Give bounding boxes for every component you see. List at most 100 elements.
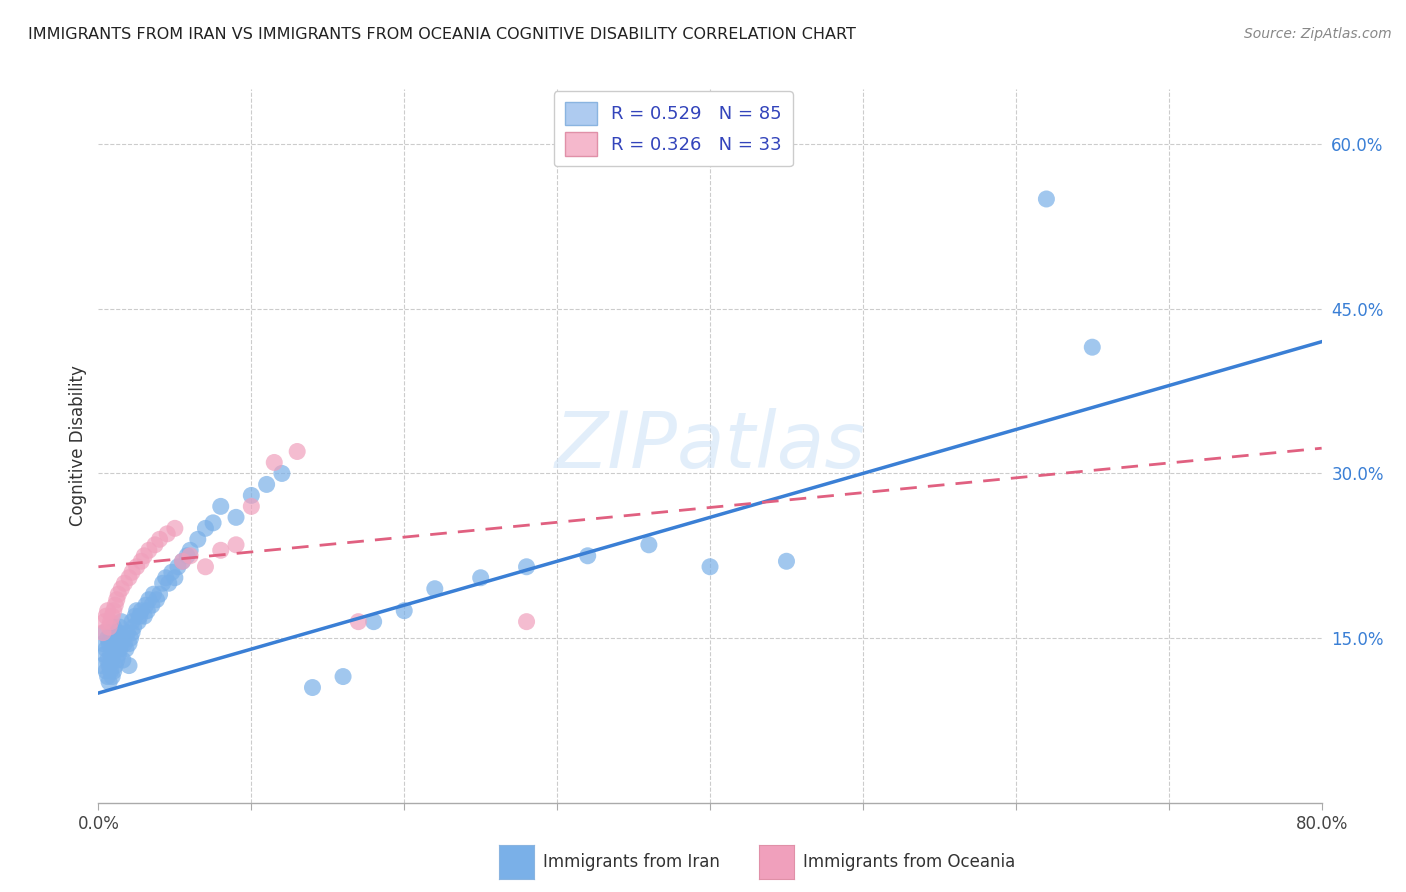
Point: [187, 533, 209, 547]
Point: [124, 609, 146, 624]
Point: [94, 642, 117, 657]
Text: Immigrants from Iran: Immigrants from Iran: [543, 853, 720, 871]
Point: [103, 604, 125, 618]
Point: [138, 592, 160, 607]
Point: [104, 637, 127, 651]
Point: [209, 500, 232, 514]
Point: [225, 538, 247, 552]
Point: [103, 664, 125, 678]
Point: [576, 549, 599, 563]
Point: [127, 615, 149, 629]
Point: [134, 549, 156, 563]
Point: [105, 653, 128, 667]
Point: [240, 488, 263, 502]
Point: [149, 533, 172, 547]
Point: [97, 631, 120, 645]
Point: [111, 631, 134, 645]
Point: [101, 631, 124, 645]
Point: [179, 549, 201, 563]
Point: [105, 631, 128, 645]
Point: [156, 526, 179, 541]
Point: [98, 675, 121, 690]
Point: [91, 637, 114, 651]
Point: [104, 658, 127, 673]
Point: [152, 576, 174, 591]
Point: [110, 615, 132, 629]
Point: [112, 576, 135, 591]
Text: IMMIGRANTS FROM IRAN VS IMMIGRANTS FROM OCEANIA COGNITIVE DISABILITY CORRELATION: IMMIGRANTS FROM IRAN VS IMMIGRANTS FROM …: [28, 27, 856, 42]
Legend: R = 0.529   N = 85, R = 0.326   N = 33: R = 0.529 N = 85, R = 0.326 N = 33: [554, 91, 793, 167]
Point: [101, 609, 124, 624]
Point: [100, 615, 122, 629]
Point: [637, 538, 661, 552]
Point: [125, 604, 148, 618]
Point: [91, 625, 114, 640]
Point: [110, 637, 132, 651]
Point: [163, 521, 186, 535]
Point: [97, 653, 120, 667]
Y-axis label: Cognitive Disability: Cognitive Disability: [69, 366, 87, 526]
Point: [101, 669, 124, 683]
Point: [98, 620, 121, 634]
Point: [97, 669, 120, 683]
Point: [94, 609, 117, 624]
Point: [108, 620, 131, 634]
Point: [110, 582, 132, 596]
Point: [270, 467, 292, 481]
Point: [363, 615, 385, 629]
Point: [112, 637, 135, 651]
Point: [125, 559, 148, 574]
Point: [108, 642, 131, 657]
Point: [100, 625, 122, 640]
Point: [332, 669, 354, 683]
Point: [103, 620, 125, 634]
Point: [120, 631, 142, 645]
Text: Immigrants from Oceania: Immigrants from Oceania: [803, 853, 1015, 871]
Point: [121, 566, 143, 580]
Point: [209, 543, 232, 558]
Point: [128, 609, 150, 624]
Point: [118, 637, 141, 651]
Point: [107, 625, 129, 640]
Point: [107, 648, 129, 662]
Point: [111, 653, 134, 667]
Point: [194, 559, 217, 574]
Point: [163, 571, 186, 585]
Point: [117, 625, 139, 640]
Point: [94, 664, 117, 678]
Point: [105, 592, 128, 607]
Point: [179, 543, 201, 558]
Point: [516, 559, 538, 574]
Point: [392, 604, 416, 618]
Point: [347, 615, 370, 629]
Point: [176, 549, 198, 563]
Point: [90, 658, 112, 673]
Point: [141, 598, 163, 612]
Point: [285, 444, 308, 458]
Point: [194, 521, 217, 535]
Text: Source: ZipAtlas.com: Source: ZipAtlas.com: [1244, 27, 1392, 41]
Point: [699, 559, 721, 574]
Point: [100, 648, 122, 662]
Point: [256, 477, 278, 491]
Point: [172, 554, 194, 568]
Point: [101, 653, 124, 667]
Point: [172, 554, 194, 568]
Point: [149, 587, 172, 601]
Point: [1081, 340, 1104, 354]
Point: [225, 510, 247, 524]
Point: [145, 592, 167, 607]
Point: [93, 615, 115, 629]
Point: [98, 658, 121, 673]
Point: [423, 582, 446, 596]
Point: [104, 598, 127, 612]
Point: [167, 559, 190, 574]
Point: [516, 615, 538, 629]
Point: [134, 609, 156, 624]
Point: [138, 543, 160, 558]
Point: [775, 554, 797, 568]
Point: [160, 566, 183, 580]
Point: [98, 637, 121, 651]
Point: [97, 604, 120, 618]
Point: [115, 642, 138, 657]
